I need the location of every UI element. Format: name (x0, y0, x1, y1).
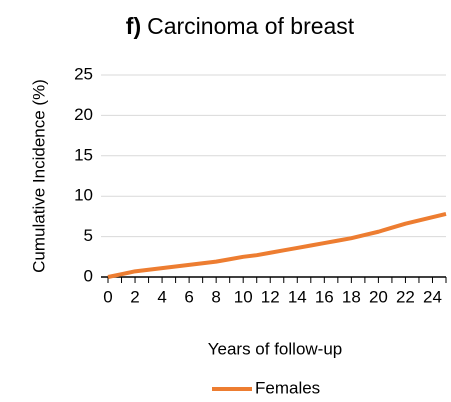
x-tick-label: 0 (103, 287, 112, 306)
line-series (107, 212, 447, 279)
x-tick-label: 16 (315, 287, 334, 306)
x-axis-title: Years of follow-up (208, 339, 343, 358)
y-tick-label: 10 (74, 186, 93, 205)
x-tick-label: 2 (130, 287, 139, 306)
y-axis-title: Cumulative Incidence (%) (29, 79, 48, 273)
title-label: f) (126, 13, 141, 39)
x-tick-label: 4 (157, 287, 166, 306)
x-tick-label: 6 (184, 287, 193, 306)
y-tick-label: 5 (84, 226, 93, 245)
x-tick-label: 22 (396, 287, 415, 306)
x-tick-label: 24 (423, 287, 442, 306)
x-tick-label: 18 (342, 287, 361, 306)
x-tick-label: 20 (369, 287, 388, 306)
y-tick-label: 15 (74, 145, 93, 164)
x-tick-label: 14 (288, 287, 307, 306)
y-tick-label: 25 (74, 64, 93, 83)
y-tick-label: 20 (74, 105, 93, 124)
y-tick-label: 0 (84, 266, 93, 285)
x-tick-label: 10 (234, 287, 253, 306)
legend-label: Females (255, 378, 320, 397)
x-tick-label: 12 (261, 287, 280, 306)
chart-title: f) Carcinoma of breast (126, 13, 355, 39)
x-tick-label: 8 (211, 287, 220, 306)
title-text: Carcinoma of breast (147, 13, 355, 39)
